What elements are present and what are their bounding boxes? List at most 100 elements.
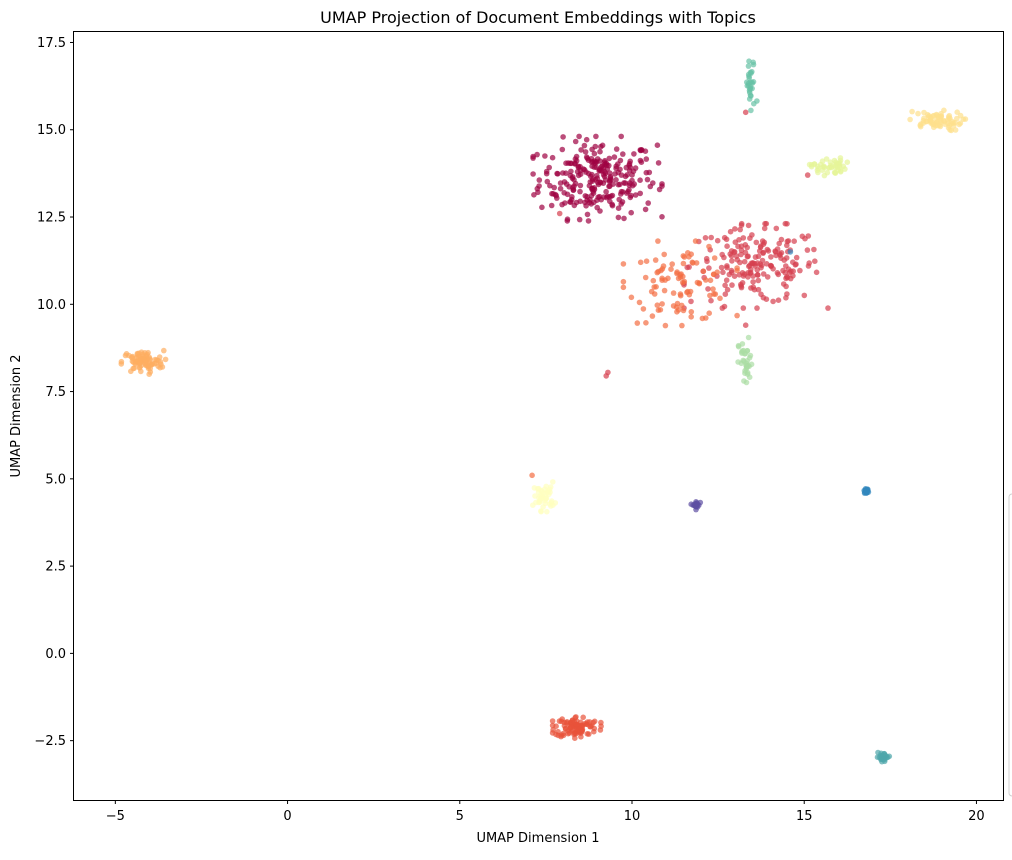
scatter-point <box>677 291 684 297</box>
scatter-point <box>122 352 129 359</box>
scatter-point <box>744 358 750 364</box>
scatter-point <box>714 237 721 244</box>
scatter-point <box>760 294 767 301</box>
scatter-point <box>591 150 598 157</box>
scatter-point <box>742 242 749 248</box>
scatter-point <box>548 202 555 209</box>
scatter-point <box>710 286 716 292</box>
scatter-point <box>573 199 580 206</box>
scatter-point <box>790 259 796 266</box>
scatter-point <box>740 347 747 354</box>
scatter-point <box>536 177 543 183</box>
scatter-point <box>729 282 735 288</box>
scatter-point <box>544 178 551 185</box>
scatter-point <box>734 265 740 271</box>
scatter-point <box>793 254 800 261</box>
scatter-point <box>591 718 598 725</box>
scatter-point <box>606 155 613 162</box>
scatter-point <box>825 305 831 311</box>
scatter-point <box>821 172 828 179</box>
scatter-point <box>784 221 790 227</box>
scatter-point <box>748 70 754 76</box>
y-tick-label: 7.5 <box>45 385 66 400</box>
scatter-point <box>530 502 536 509</box>
scatter-point <box>161 347 167 354</box>
scatter-point <box>543 168 550 175</box>
plot-frame <box>73 31 1004 801</box>
scatter-point <box>668 266 674 273</box>
scatter-point <box>591 728 597 735</box>
scatter-point <box>573 153 580 160</box>
scatter-point <box>815 165 821 172</box>
scatter-point <box>643 156 650 162</box>
scatter-point <box>806 260 812 266</box>
scatter-point <box>763 261 770 267</box>
scatter-point <box>603 194 610 201</box>
scatter-point <box>699 315 706 322</box>
scatter-point <box>618 191 624 197</box>
y-tick-label: 15.0 <box>37 123 66 138</box>
scatter-point <box>702 235 709 241</box>
scatter-point <box>530 171 536 177</box>
scatter-point <box>637 177 643 183</box>
scatter-point <box>655 268 662 275</box>
scatter-point <box>613 165 619 172</box>
scatter-point <box>588 201 594 207</box>
x-tick-label: −5 <box>106 809 125 824</box>
scatter-point <box>827 159 834 165</box>
scatter-point <box>659 181 665 187</box>
scatter-point <box>804 172 811 178</box>
scatter-point <box>622 180 628 186</box>
scatter-point <box>719 251 725 258</box>
scatter-point <box>589 171 595 178</box>
scatter-point <box>590 176 596 182</box>
scatter-point <box>537 499 543 506</box>
scatter-point <box>597 179 603 185</box>
x-axis-label: UMAP Dimension 1 <box>476 831 599 846</box>
x-tick-label: 5 <box>456 809 464 824</box>
scatter-point <box>754 272 761 278</box>
scatter-point <box>770 298 776 305</box>
scatter-point <box>643 320 649 326</box>
scatter-point <box>752 254 759 260</box>
scatter-point <box>560 134 566 140</box>
y-tick-label: 12.5 <box>37 211 66 226</box>
scatter-point <box>626 180 633 186</box>
scatter-point <box>129 355 136 362</box>
scatter-point <box>620 278 627 285</box>
scatter-point <box>557 185 564 192</box>
scatter-point <box>819 158 826 164</box>
scatter-point <box>660 263 667 269</box>
scatter-point <box>573 725 579 732</box>
scatter-point <box>544 508 550 515</box>
scatter-point <box>706 310 712 317</box>
scatter-point <box>561 719 568 726</box>
scatter-point <box>797 267 803 274</box>
scatter-point <box>644 176 651 183</box>
scatter-point <box>576 133 582 140</box>
scatter-point <box>688 251 694 257</box>
scatter-point <box>759 238 766 244</box>
scatter-point <box>703 255 710 262</box>
scatter-point <box>705 286 711 292</box>
scatter-point <box>745 274 751 280</box>
scatter-point <box>653 284 659 290</box>
scatter-point <box>735 359 741 365</box>
scatter-point <box>583 203 589 209</box>
scatter-point <box>773 225 780 232</box>
scatter-point <box>603 188 609 195</box>
scatter-point <box>724 286 731 293</box>
scatter-point <box>572 735 578 741</box>
scatter-point <box>536 183 542 189</box>
y-axis-label: UMAP Dimension 2 <box>9 354 24 477</box>
scatter-point <box>130 365 136 372</box>
scatter-point <box>632 192 639 198</box>
scatter-point <box>583 136 590 143</box>
scatter-point <box>659 214 665 220</box>
scatter-point <box>755 277 762 284</box>
scatter-point <box>802 235 808 242</box>
scatter-point <box>662 322 669 329</box>
scatter-point <box>588 193 595 199</box>
scatter-point <box>952 127 959 133</box>
scatter-point <box>690 260 696 266</box>
